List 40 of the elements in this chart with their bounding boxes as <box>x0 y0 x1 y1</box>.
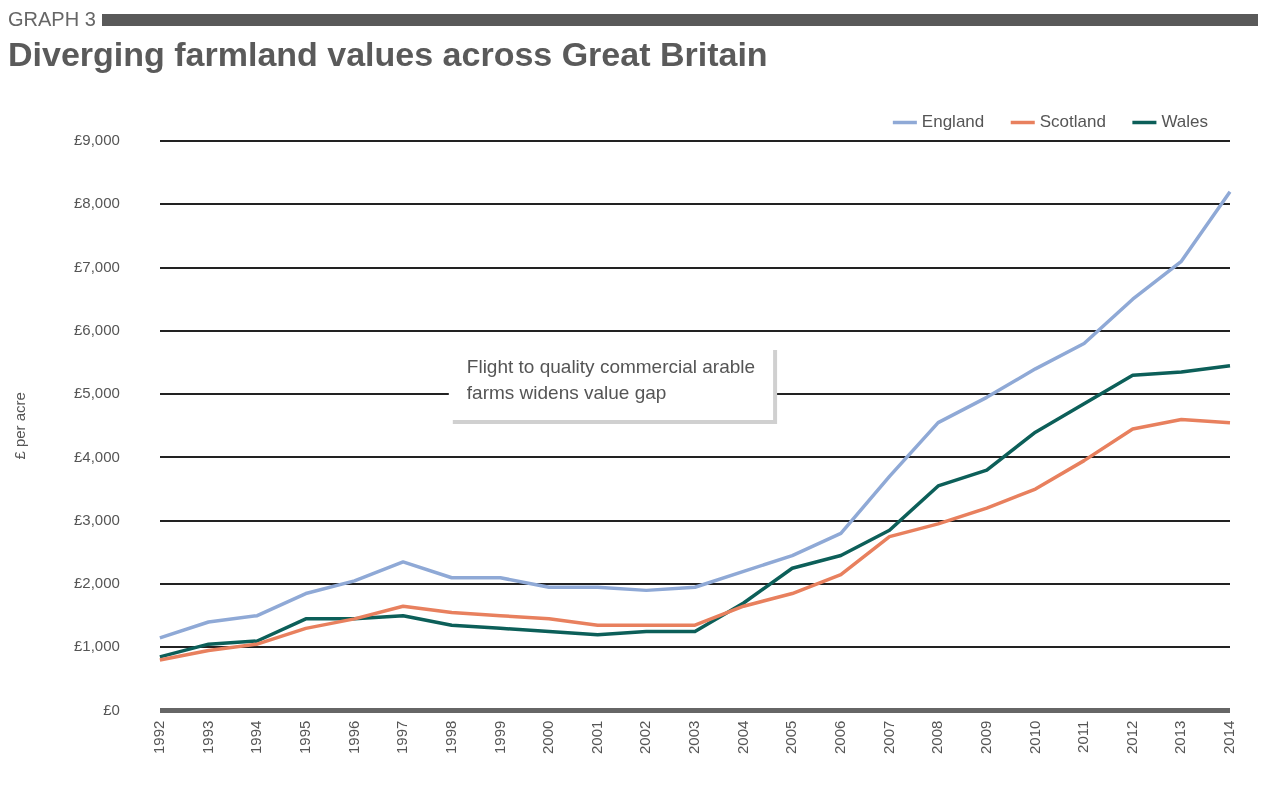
x-tick-label: 2008 <box>928 720 946 755</box>
x-tick-label: 2011 <box>1074 720 1092 753</box>
x-tick-label: 2001 <box>587 720 605 755</box>
chart-title: Diverging farmland values across Great Britain <box>8 35 769 74</box>
y-tick-label: £9,000 <box>73 131 120 149</box>
x-tick-label: 1995 <box>295 720 313 755</box>
y-tick-label: £0 <box>103 700 120 718</box>
y-tick-label: £6,000 <box>73 321 120 339</box>
x-tick-label: 1999 <box>490 720 508 755</box>
x-tick-label: 2010 <box>1025 720 1043 755</box>
x-tick-label: 2007 <box>879 720 897 755</box>
x-tick-label: 1994 <box>247 720 265 755</box>
y-tick-label: £3,000 <box>73 510 120 528</box>
x-tick-label: 1998 <box>441 720 459 755</box>
y-tick-label: £8,000 <box>73 194 120 212</box>
y-tick-label: £4,000 <box>73 447 120 465</box>
x-tick-label: 1993 <box>198 720 216 755</box>
y-tick-label: £1,000 <box>73 637 120 655</box>
x-tick-label: 2003 <box>685 720 703 755</box>
x-tick-label: 1996 <box>344 720 362 755</box>
x-tick-label: 1997 <box>393 720 411 755</box>
x-tick-label: 2014 <box>1220 720 1238 755</box>
annotation: Flight to quality commercial arable farms widens value gap <box>466 355 756 403</box>
x-tick-label: 2006 <box>831 720 849 755</box>
x-tick-label: 1992 <box>150 720 168 755</box>
x-tick-label: 2000 <box>539 720 557 755</box>
y-tick-label: £5,000 <box>73 384 120 402</box>
x-tick-label: 2002 <box>636 720 654 755</box>
legend-label: Wales <box>1161 112 1209 132</box>
y-tick-label: £7,000 <box>73 257 120 275</box>
legend-label: Scotland <box>1039 112 1106 132</box>
x-tick-label: 2004 <box>733 720 751 755</box>
y-axis-title: £ per acre <box>11 392 29 460</box>
y-tick-label: £2,000 <box>73 574 120 592</box>
x-tick-label: 2012 <box>1122 720 1140 755</box>
x-tick-label: 2009 <box>976 720 994 755</box>
chart-subtitle: GRAPH 3 <box>8 8 96 31</box>
x-tick-label: 2005 <box>782 720 800 755</box>
legend-label: England <box>921 112 985 132</box>
x-tick-label: 2013 <box>1171 720 1189 755</box>
